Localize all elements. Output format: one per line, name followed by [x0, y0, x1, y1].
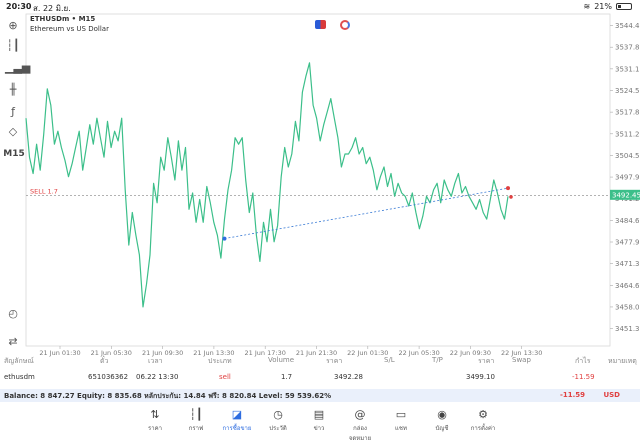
x-tick-label: 21 Jun 09:30: [142, 349, 183, 357]
plot-frame: [25, 13, 611, 347]
tab-mailbox[interactable]: @ กล่องจดหมาย: [342, 407, 378, 443]
indicator-status-icon[interactable]: [340, 20, 350, 30]
col-time: เวลา: [148, 357, 163, 365]
indicator-function-icon[interactable]: ƒ: [11, 105, 15, 118]
tab-history[interactable]: ◷ ประวัติ: [260, 407, 296, 433]
wifi-icon: ≋: [583, 2, 591, 11]
tab-charts[interactable]: ┆┃ กราฟ: [178, 407, 214, 433]
col-sl: S/L: [384, 356, 395, 364]
bar-chart-icon[interactable]: ▁▃▅: [5, 61, 31, 74]
news-icon: ▤: [313, 408, 325, 421]
col-tp: T/P: [432, 356, 443, 364]
y-tick-label: 3531.15: [615, 65, 640, 73]
col-comment: หมายเหตุ: [608, 357, 637, 365]
trade-mode-icon[interactable]: ⇄: [8, 335, 18, 348]
col-symbol: สัญลักษณ์: [4, 357, 34, 365]
position-type: sell: [219, 373, 231, 381]
price-chart[interactable]: 3544.45 3537.80 3531.15 3524.50 3517.85 3511.…: [0, 0, 640, 360]
trade-exit-marker: [509, 195, 513, 199]
swap-vertical-icon: ⇅: [150, 408, 160, 421]
ohlc-icon[interactable]: ╫: [9, 83, 17, 96]
x-tick-label: 21 Jun 13:30: [193, 349, 234, 357]
x-tick-label: 22 Jun 05:30: [398, 349, 439, 357]
positions-header: สัญลักษณ์ ตั๋ว เวลา ประเภท Volume ราคา S…: [0, 356, 640, 370]
battery-icon: [616, 3, 632, 10]
status-bar: 20:30 ส. 22 มิ.ย. ≋ 21%: [0, 0, 640, 14]
balance-summary: Balance: 8 847.27 Equity: 8 835.68 หลักป…: [4, 392, 332, 400]
y-tick-label: 3511.20: [615, 130, 640, 138]
col-volume: Volume: [268, 356, 295, 364]
position-profit: -11.59: [572, 373, 595, 381]
trade-chart-icon: ◪: [231, 408, 243, 421]
candlestick-icon: ┆┃: [189, 408, 203, 421]
chart-settings-icon[interactable]: ◴: [8, 307, 18, 320]
crosshair-icon[interactable]: ⊕: [8, 19, 18, 32]
tab-news[interactable]: ▤ ข่าว: [301, 407, 337, 433]
position-time: 06.22 13:30: [136, 373, 179, 381]
col-swap: Swap: [512, 356, 531, 364]
chart-symbol: ETHUSDm • M15: [30, 15, 96, 23]
tab-settings[interactable]: ⚙ การตั้งค่า: [465, 407, 501, 433]
tab-account[interactable]: ◉ บัญชี: [424, 407, 460, 433]
y-tick-label: 3497.90: [615, 174, 640, 182]
price-line: [25, 62, 509, 308]
tab-chat[interactable]: ▭ แชท: [383, 407, 419, 433]
chat-icon: ▭: [395, 408, 407, 421]
x-tick-label: 21 Jun 01:30: [39, 349, 80, 357]
x-tick-label: 21 Jun 05:30: [91, 349, 132, 357]
y-tick-label: 3517.85: [615, 109, 640, 117]
position-volume: 1.7: [281, 373, 293, 381]
order-line-label: SELL 1.7: [30, 187, 58, 195]
x-tick-label: 22 Jun 09:30: [450, 349, 491, 357]
settings-icon: ⚙: [478, 408, 488, 421]
x-tick-label: 22 Jun 13:30: [501, 349, 542, 357]
position-ticket: 651036362: [88, 373, 129, 381]
y-tick-label: 3451.35: [615, 325, 640, 333]
y-tick-label: 3477.95: [615, 239, 640, 247]
trade-entry-marker: [222, 236, 227, 241]
x-tick-label: 22 Jun 01:30: [347, 349, 388, 357]
current-price-tag: [610, 189, 640, 200]
x-tick-label: 21 Jun 17:30: [245, 349, 286, 357]
account-icon: ◉: [437, 408, 447, 421]
y-tick-label: 3504.55: [615, 152, 640, 160]
x-tick-label: 21 Jun 21:30: [296, 349, 337, 357]
mailbox-icon: @: [354, 408, 366, 421]
tab-trade[interactable]: ◪ การซื้อขาย: [219, 407, 255, 433]
chart-header: ETHUSDm • M15 Ethereum vs US Dollar: [30, 14, 109, 34]
balance-bar: Balance: 8 847.27 Equity: 8 835.68 หลักป…: [0, 389, 640, 402]
y-tick-label: 3471.30: [615, 260, 640, 268]
position-current-price: 3499.10: [466, 373, 495, 381]
col-profit: กำไร: [575, 357, 591, 365]
candlestick-icon[interactable]: ┆┃: [6, 39, 20, 52]
y-tick-label: 3544.45: [615, 22, 640, 30]
y-tick-label: 3484.60: [615, 217, 640, 225]
col-ticket: ตั๋ว: [100, 357, 109, 365]
y-tick-label: 3537.80: [615, 44, 640, 52]
one-click-trading-icon[interactable]: [315, 20, 326, 29]
account-currency: USD: [603, 391, 620, 399]
status-time: 20:30: [6, 2, 32, 11]
status-date: ส. 22 มิ.ย.: [33, 4, 71, 13]
current-price-label: 3492.45: [612, 191, 640, 199]
y-tick-label: 3464.65: [615, 282, 640, 290]
objects-icon[interactable]: ◇: [8, 125, 18, 138]
tab-quotes[interactable]: ⇅ ราคา: [137, 407, 173, 433]
y-tick-label: 3524.50: [615, 87, 640, 95]
history-icon: ◷: [273, 408, 283, 421]
battery-percent: 21%: [594, 2, 612, 11]
total-profit: -11.59: [559, 391, 585, 399]
col-current-price: ราคา: [478, 357, 495, 365]
timeframe-button[interactable]: M15: [3, 149, 25, 159]
chart-toolbar: ⊕ ┆┃ ▁▃▅ ╫ ƒ ◇ M15 ◴ ⇄: [0, 18, 31, 358]
position-symbol: ethusdm: [4, 373, 35, 381]
position-open-price: 3492.28: [334, 373, 363, 381]
position-row[interactable]: ethusdm 651036362 06.22 13:30 sell 1.7 3…: [0, 373, 640, 387]
col-type: ประเภท: [208, 357, 232, 365]
chart-description: Ethereum vs US Dollar: [30, 25, 109, 33]
col-price: ราคา: [326, 357, 343, 365]
trade-exit-marker: [506, 186, 510, 191]
bottom-tab-bar: ⇅ ราคา ┆┃ กราฟ ◪ การซื้อขาย ◷ ประวัติ ▤ …: [0, 404, 640, 447]
y-tick-label: 3458.00: [615, 303, 640, 311]
